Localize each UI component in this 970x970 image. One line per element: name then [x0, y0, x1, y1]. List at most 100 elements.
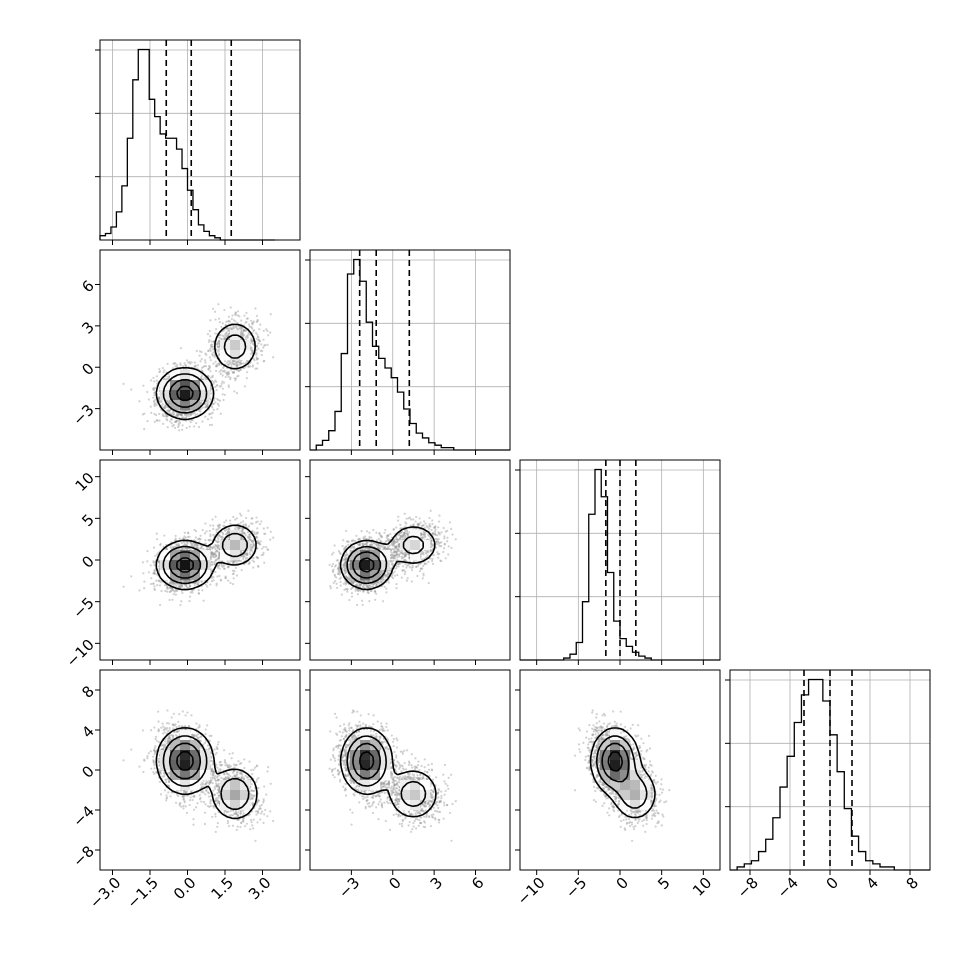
- sample-point: [239, 338, 243, 341]
- sample-point: [252, 566, 255, 569]
- sample-point: [212, 402, 215, 406]
- sample-point: [200, 366, 204, 369]
- sample-point: [217, 557, 220, 560]
- sample-point: [222, 567, 226, 570]
- sample-point: [226, 361, 229, 364]
- sample-point: [251, 350, 254, 353]
- sample-point: [149, 564, 152, 567]
- sample-point: [209, 376, 212, 379]
- sample-point: [263, 532, 266, 535]
- sample-point: [233, 390, 236, 393]
- sample-point: [240, 328, 243, 331]
- sample-point: [244, 361, 247, 365]
- sample-point: [157, 565, 160, 568]
- sample-point: [130, 388, 133, 391]
- sample-point: [212, 380, 215, 384]
- sample-point: [209, 545, 212, 548]
- sample-point: [217, 348, 220, 351]
- sample-point: [206, 404, 209, 407]
- sample-point: [248, 533, 251, 536]
- sample-point: [172, 423, 175, 427]
- sample-point: [215, 384, 218, 387]
- sample-point: [182, 548, 185, 551]
- sample-point: [256, 564, 260, 568]
- sample-point: [243, 334, 246, 337]
- sample-point: [190, 544, 193, 547]
- sample-point: [212, 545, 215, 548]
- sample-point: [215, 349, 218, 352]
- sample-point: [242, 554, 245, 558]
- sample-point: [203, 359, 207, 362]
- sample-point: [209, 545, 212, 549]
- sample-point: [251, 522, 254, 525]
- sample-point: [185, 426, 188, 430]
- sample-point: [179, 363, 182, 367]
- sample-point: [217, 342, 220, 345]
- sample-point: [208, 356, 212, 359]
- sample-point: [249, 522, 253, 525]
- sample-point: [249, 536, 252, 539]
- sample-point: [218, 345, 221, 348]
- sample-point: [220, 579, 223, 582]
- sample-point: [197, 425, 201, 429]
- sample-point: [223, 525, 226, 528]
- sample-point: [141, 413, 145, 416]
- sample-point: [243, 329, 246, 332]
- sample-point: [177, 586, 181, 589]
- sample-point: [242, 362, 245, 365]
- sample-point: [262, 346, 265, 349]
- sample-point: [143, 587, 146, 590]
- sample-point: [256, 531, 260, 534]
- sample-point: [258, 340, 262, 343]
- sample-point: [217, 340, 220, 343]
- sample-point: [184, 547, 187, 550]
- sample-point: [256, 557, 259, 560]
- sample-point: [158, 412, 161, 415]
- sample-point: [173, 546, 176, 549]
- sample-point: [246, 335, 249, 338]
- sample-point: [174, 589, 177, 592]
- sample-point: [247, 562, 250, 566]
- sample-point: [211, 551, 214, 555]
- sample-point: [175, 412, 179, 415]
- sample-point: [157, 560, 161, 563]
- sample-point: [229, 360, 232, 364]
- density-cell: [190, 370, 201, 381]
- sample-point: [153, 572, 156, 575]
- sample-point: [176, 414, 179, 418]
- sample-point: [214, 544, 218, 547]
- sample-point: [242, 556, 245, 559]
- sample-point: [188, 585, 192, 588]
- sample-point: [234, 527, 237, 530]
- sample-point: [228, 329, 231, 332]
- sample-point: [186, 531, 190, 534]
- sample-point: [234, 559, 237, 563]
- sample-point: [175, 419, 179, 422]
- sample-point: [257, 347, 260, 350]
- sample-point: [228, 527, 231, 530]
- sample-point: [234, 361, 238, 364]
- sample-point: [185, 544, 188, 547]
- sample-point: [230, 365, 233, 368]
- sample-point: [257, 541, 261, 545]
- sample-point: [165, 548, 168, 551]
- sample-point: [240, 537, 243, 540]
- sample-point: [164, 406, 167, 409]
- sample-point: [189, 413, 192, 416]
- sample-point: [221, 322, 224, 325]
- sample-point: [250, 325, 253, 329]
- sample-point: [158, 584, 162, 587]
- sample-point: [185, 585, 188, 588]
- sample-point: [203, 406, 207, 409]
- sample-point: [246, 336, 249, 339]
- sample-point: [179, 413, 182, 417]
- sample-point: [238, 523, 241, 526]
- sample-point: [153, 588, 157, 592]
- sample-point: [240, 319, 243, 322]
- sample-point: [227, 372, 231, 376]
- sample-point: [172, 413, 176, 416]
- sample-point: [241, 530, 244, 533]
- sample-point: [243, 314, 246, 317]
- sample-point: [231, 582, 235, 586]
- sample-point: [256, 547, 259, 550]
